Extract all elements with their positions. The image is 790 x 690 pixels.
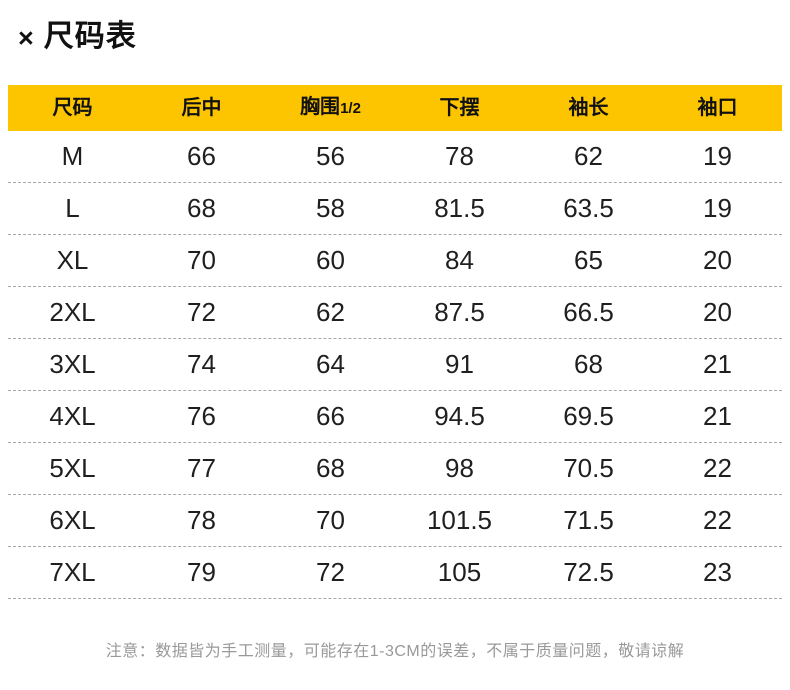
table-row: 4XL 76 66 94.5 69.5 21 [8,391,782,443]
size-cell: 3XL [49,349,96,379]
value-cell: 72.5 [563,557,614,587]
value-cell: 72 [316,557,345,587]
size-cell: XL [56,245,89,275]
value-cell: 62 [574,141,603,171]
value-cell: 70 [187,245,216,275]
value-cell: 64 [316,349,345,379]
value-cell: 74 [187,349,216,379]
value-cell: 21 [703,349,732,379]
table-body: M 66 56 78 62 19 L 68 58 81.5 63.5 19 XL 70 60 84 65 20 2X… [8,131,782,599]
table-row: 5XL 77 68 98 70.5 22 [8,443,782,495]
header-cell-5: 袖口 [653,85,782,131]
value-cell: 66 [187,141,216,171]
value-cell: 69.5 [563,401,614,431]
table-row: 6XL 78 70 101.5 71.5 22 [8,495,782,547]
header-cell-2: 胸围1/2 [266,84,395,132]
value-cell: 77 [187,453,216,483]
value-cell: 23 [703,557,732,587]
value-cell: 91 [445,349,474,379]
size-cell: 4XL [49,401,96,431]
header-label: 袖长 [568,97,609,119]
header-label: 后中 [181,97,222,119]
value-cell: 19 [703,193,732,223]
table-header-row: 尺码 后中 胸围1/2 下摆 袖长 袖口 [8,85,782,131]
value-cell: 94.5 [434,401,485,431]
value-cell: 68 [187,193,216,223]
value-cell: 62 [316,297,345,327]
size-table: 尺码 后中 胸围1/2 下摆 袖长 袖口 M 66 56 78 62 19 L 68 58 81.5 63.5… [8,85,782,599]
measurement-note: 注意：数据皆为手工测量，可能存在1-3CM的误差，不属于质量问题，敬请谅解 [105,643,685,660]
value-cell: 87.5 [434,297,485,327]
value-cell: 71.5 [563,505,614,535]
size-cell: M [61,141,84,171]
size-cell: 5XL [49,453,96,483]
value-cell: 68 [574,349,603,379]
value-cell: 84 [445,245,474,275]
value-cell: 78 [445,141,474,171]
header-label: 袖口 [697,97,738,119]
size-cell: 2XL [49,297,96,327]
value-cell: 21 [703,401,732,431]
value-cell: 78 [187,505,216,535]
size-cell: L [65,193,80,223]
value-cell: 65 [574,245,603,275]
value-cell: 101.5 [426,505,493,535]
value-cell: 56 [316,141,345,171]
value-cell: 70.5 [563,453,614,483]
value-cell: 79 [187,557,216,587]
page-title-text: 尺码表 [43,20,137,53]
value-cell: 58 [316,193,345,223]
header-cell-1: 后中 [137,85,266,131]
value-cell: 72 [187,297,216,327]
table-row: M 66 56 78 62 19 [8,131,782,183]
value-cell: 81.5 [434,193,485,223]
table-row: L 68 58 81.5 63.5 19 [8,183,782,235]
value-cell: 20 [703,297,732,327]
value-cell: 66 [316,401,345,431]
table-row: 2XL 72 62 87.5 66.5 20 [8,287,782,339]
value-cell: 76 [187,401,216,431]
value-cell: 70 [316,505,345,535]
value-cell: 66.5 [563,297,614,327]
value-cell: 22 [703,505,732,535]
close-icon[interactable]: × [18,22,34,53]
value-cell: 20 [703,245,732,275]
value-cell: 98 [445,453,474,483]
value-cell: 19 [703,141,732,171]
header-cell-3: 下摆 [395,85,524,131]
value-cell: 22 [703,453,732,483]
header-label-suffix: 1/2 [340,100,361,117]
header-label: 胸围 [300,96,341,118]
table-row: 3XL 74 64 91 68 21 [8,339,782,391]
value-cell: 105 [437,557,482,587]
value-cell: 63.5 [563,193,614,223]
page-title: × 尺码表 [18,22,137,52]
header-cell-0: 尺码 [8,85,137,131]
value-cell: 68 [316,453,345,483]
header-cell-4: 袖长 [524,85,653,131]
table-row: XL 70 60 84 65 20 [8,235,782,287]
value-cell: 60 [316,245,345,275]
size-cell: 7XL [49,557,96,587]
size-cell: 6XL [49,505,96,535]
header-label: 下摆 [439,97,480,119]
table-row: 7XL 79 72 105 72.5 23 [8,547,782,599]
header-label: 尺码 [52,97,93,119]
